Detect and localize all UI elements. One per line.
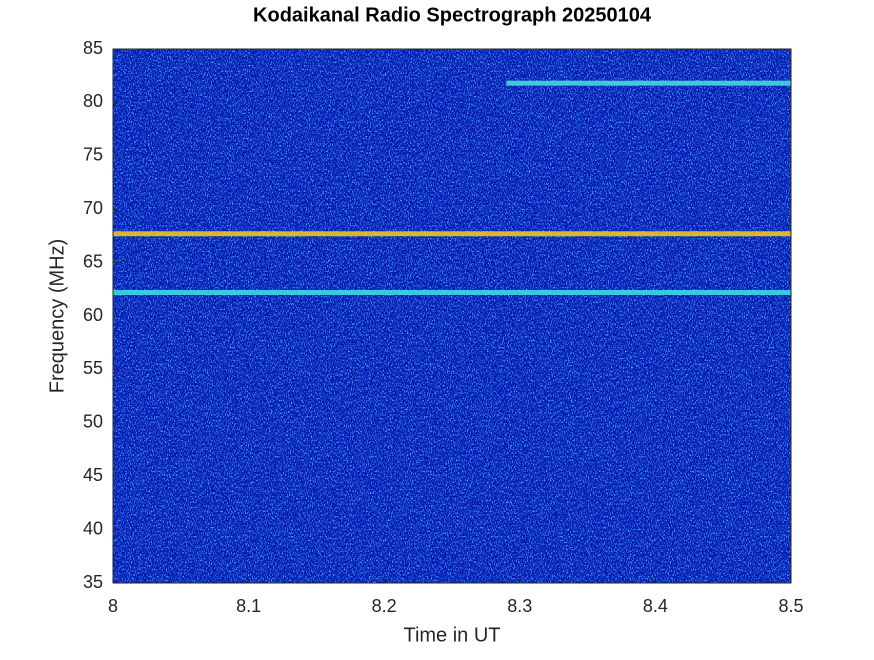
y-tick-label: 80	[83, 91, 103, 111]
y-tick-label: 70	[83, 198, 103, 218]
y-tick-label: 40	[83, 518, 103, 538]
plot-area	[113, 49, 791, 583]
emission-band	[113, 231, 791, 237]
y-tick-label: 60	[83, 305, 103, 325]
y-tick-label: 35	[83, 572, 103, 592]
y-axis-label: Frequency (MHz)	[46, 239, 68, 393]
emission-band	[113, 290, 791, 296]
emission-band	[506, 80, 791, 86]
x-tick-label: 8.2	[372, 596, 397, 616]
x-tick-label: 8	[108, 596, 118, 616]
y-tick-label: 45	[83, 465, 103, 485]
y-tick-label: 55	[83, 358, 103, 378]
chart-title: Kodaikanal Radio Spectrograph 20250104	[253, 4, 652, 26]
noise	[113, 49, 791, 583]
x-tick-label: 8.5	[778, 596, 803, 616]
y-tick-label: 85	[83, 38, 103, 58]
y-tick-label: 75	[83, 145, 103, 165]
y-tick-label: 50	[83, 412, 103, 432]
x-tick-label: 8.1	[236, 596, 261, 616]
x-axis-label: Time in UT	[403, 624, 500, 646]
x-tick-label: 8.4	[643, 596, 668, 616]
y-tick-label: 65	[83, 251, 103, 271]
x-tick-label: 8.3	[507, 596, 532, 616]
